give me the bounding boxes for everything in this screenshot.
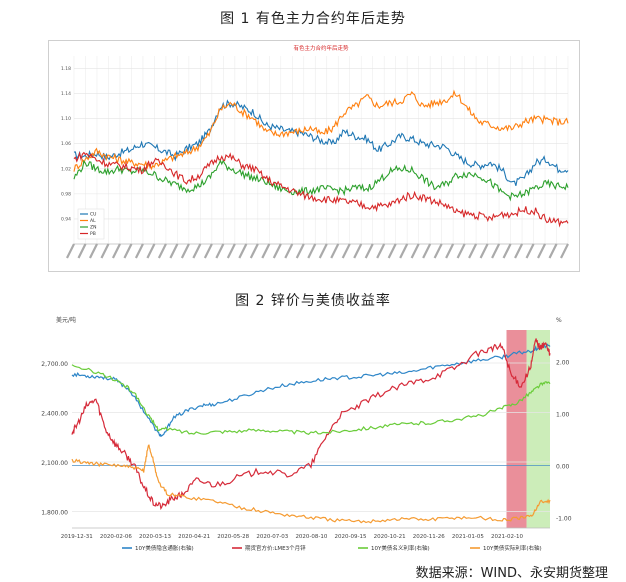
chart1-xtick-label	[226, 243, 236, 259]
chart2-series-2	[71, 338, 551, 511]
chart2-xtick-label: 2020-04-21	[178, 534, 210, 540]
chart1-legend-label: CU	[90, 212, 96, 218]
chart1-xtick-label	[146, 243, 156, 259]
chart-copper-aluminium-zinc-lead: 有色主力合约年后走势 0.94 0.98 1.02 1.06 1.10 1.14 1.18 CU…	[48, 40, 580, 272]
chart1-xtick-label	[422, 243, 432, 259]
chart1-xtick-label	[560, 243, 569, 259]
chart1-xtick-label	[111, 243, 121, 259]
data-source-note: 数据来源：WIND、永安期货整理	[415, 566, 608, 581]
chart1-legend-label: ZN	[90, 225, 96, 231]
chart1-series-zn	[73, 159, 569, 202]
chart1-xtick-label	[134, 243, 144, 259]
chart2-right-tick-label: -1.00	[556, 516, 572, 523]
chart1-xtick-label	[548, 243, 558, 259]
chart1-xtick-label	[537, 243, 547, 259]
chart2-xtick-label: 2020-03-13	[139, 534, 171, 540]
chart1-xtick-label	[330, 243, 340, 259]
chart2-left-tick-label: 1,800.00	[41, 510, 68, 517]
chart2-legend-label: 10Y美债名义利率(右轴)	[371, 544, 430, 552]
chart2-xtick-label: 2021-01-05	[452, 534, 484, 540]
chart2-legend-label: 期货官方价:LME3个月锌	[245, 544, 306, 552]
chart2-shaded-region-green	[526, 330, 550, 528]
chart1-ytick-label: 1.02	[61, 166, 71, 172]
chart2-legend-label: 10Y美债隐含通胀(右轴)	[135, 544, 194, 552]
chart2-xtick-label: 2021-02-10	[491, 534, 523, 540]
chart2-shaded-region-red	[506, 330, 527, 528]
chart2-xtick-label: 2020-09-15	[335, 534, 367, 540]
chart1-xtick-label	[88, 243, 98, 259]
chart1-xtick-label	[180, 243, 190, 259]
chart2-left-unit: 美元/吨	[56, 316, 76, 324]
chart1-xtick-label	[272, 243, 282, 259]
chart1-xtick-label	[215, 243, 225, 259]
chart2-xtick-label: 2019-12-31	[61, 534, 93, 540]
chart1-xtick-label	[66, 243, 75, 259]
chart1-ytick-label: 0.94	[61, 216, 71, 222]
chart1-series-pb	[73, 151, 569, 228]
chart1-xtick-label	[514, 243, 524, 259]
chart2-series-1	[71, 343, 551, 438]
chart2-left-tick-label: 2,100.00	[41, 460, 68, 467]
chart2-xtick-label: 2020-02-06	[100, 534, 132, 540]
chart1-xtick-label	[157, 243, 167, 259]
chart1-xtick-label	[445, 243, 455, 259]
chart1-xtick-label	[468, 243, 478, 259]
chart1-ytick-label: 0.98	[61, 191, 71, 197]
chart2-left-tick-label: 2,400.00	[41, 411, 68, 418]
chart2-right-tick-label: 2.00	[556, 359, 570, 366]
chart2-xtick-label: 2020-07-03	[256, 534, 288, 540]
chart1-ytick-label: 1.10	[61, 116, 71, 122]
chart1-ytick-label: 1.06	[61, 141, 71, 147]
chart2-left-tick-label: 2,700.00	[41, 361, 68, 368]
chart2-series-4	[71, 444, 551, 524]
chart1-xtick-label	[364, 243, 374, 259]
chart1-xtick-label	[192, 243, 202, 259]
chart2-xtick-label: 2020-08-10	[295, 534, 327, 540]
chart1-legend-label: PB	[90, 231, 96, 237]
chart1-title: 有色主力合约年后走势	[293, 44, 349, 52]
chart1-xtick-label	[399, 243, 409, 259]
chart1-xtick-label	[491, 243, 501, 259]
chart1-xtick-label	[387, 243, 397, 259]
chart1-xtick-label	[502, 243, 512, 259]
chart1-xtick-label	[353, 243, 363, 259]
chart1-xtick-label	[525, 243, 535, 259]
chart1-series-cu	[73, 99, 569, 186]
chart2-xtick-label: 2020-05-28	[217, 534, 249, 540]
chart1-frame	[48, 40, 580, 272]
chart1-xtick-label	[284, 243, 294, 259]
chart2-right-unit: %	[556, 317, 562, 324]
chart1-series-al	[73, 89, 569, 172]
chart1-xtick-label	[433, 243, 443, 259]
chart1-xtick-label	[261, 243, 271, 259]
chart2-xtick-label: 2020-11-26	[413, 534, 445, 540]
chart2-right-tick-label: 0.00	[556, 463, 570, 470]
chart1-legend-label: AL	[90, 218, 96, 224]
chart1-xtick-label	[123, 243, 133, 259]
chart2-right-tick-label: 1.00	[556, 411, 570, 418]
chart1-xtick-label	[169, 243, 179, 259]
chart1-xtick-label	[456, 243, 466, 259]
chart2-legend-label: 10Y美债实际利率(右轴)	[483, 544, 542, 552]
chart1-xtick-label	[376, 243, 386, 259]
figure-1-caption: 图 1 有色主力合约年后走势	[220, 11, 406, 27]
chart1-xtick-label	[249, 243, 259, 259]
chart1-xtick-label	[307, 243, 317, 259]
chart1-ytick-label: 1.14	[61, 91, 71, 97]
chart1-xtick-label	[341, 243, 351, 259]
chart1-xtick-label	[318, 243, 328, 259]
chart1-xtick-label	[479, 243, 489, 259]
chart2-series-3	[71, 364, 551, 435]
chart1-xtick-label	[77, 243, 87, 259]
chart1-xtick-label	[203, 243, 213, 259]
chart2-xtick-label: 2020-10-21	[374, 534, 406, 540]
chart1-xtick-label	[238, 243, 248, 259]
chart1-xtick-label	[410, 243, 420, 259]
figure-2-caption: 图 2 锌价与美债收益率	[235, 293, 391, 309]
chart1-xtick-label	[295, 243, 305, 259]
chart1-xtick-label	[100, 243, 110, 259]
chart1-ytick-label: 1.18	[61, 66, 71, 72]
chart-zinc-vs-treasury-yields: 1,800.00 2,100.00 2,400.00 2,700.00 -1.00 0.0…	[41, 316, 572, 552]
